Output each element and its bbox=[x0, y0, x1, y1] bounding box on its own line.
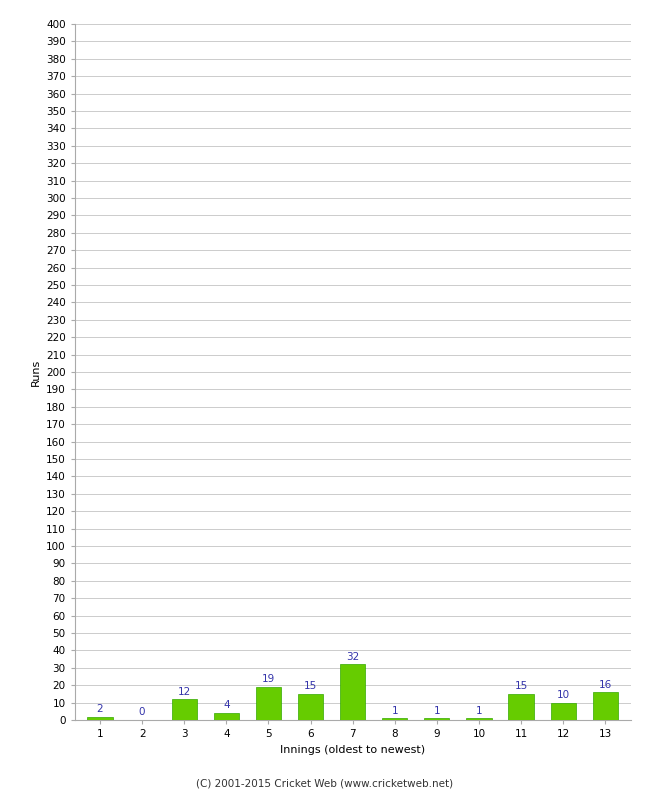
Bar bbox=[466, 718, 491, 720]
Text: 15: 15 bbox=[304, 682, 317, 691]
Bar bbox=[172, 699, 197, 720]
Text: 1: 1 bbox=[476, 706, 482, 716]
Text: 15: 15 bbox=[514, 682, 528, 691]
Bar bbox=[593, 692, 618, 720]
Text: 10: 10 bbox=[556, 690, 569, 700]
X-axis label: Innings (oldest to newest): Innings (oldest to newest) bbox=[280, 745, 425, 754]
Bar bbox=[298, 694, 323, 720]
Y-axis label: Runs: Runs bbox=[31, 358, 40, 386]
Bar bbox=[424, 718, 449, 720]
Text: 16: 16 bbox=[599, 679, 612, 690]
Text: 1: 1 bbox=[391, 706, 398, 716]
Bar bbox=[551, 702, 576, 720]
Bar bbox=[87, 717, 112, 720]
Text: 12: 12 bbox=[177, 686, 191, 697]
Bar bbox=[340, 664, 365, 720]
Bar bbox=[214, 713, 239, 720]
Text: (C) 2001-2015 Cricket Web (www.cricketweb.net): (C) 2001-2015 Cricket Web (www.cricketwe… bbox=[196, 778, 454, 788]
Bar bbox=[382, 718, 408, 720]
Text: 4: 4 bbox=[223, 701, 229, 710]
Bar bbox=[256, 687, 281, 720]
Text: 32: 32 bbox=[346, 652, 359, 662]
Text: 0: 0 bbox=[139, 707, 146, 718]
Text: 2: 2 bbox=[97, 704, 103, 714]
Bar bbox=[508, 694, 534, 720]
Text: 1: 1 bbox=[434, 706, 440, 716]
Text: 19: 19 bbox=[262, 674, 275, 684]
